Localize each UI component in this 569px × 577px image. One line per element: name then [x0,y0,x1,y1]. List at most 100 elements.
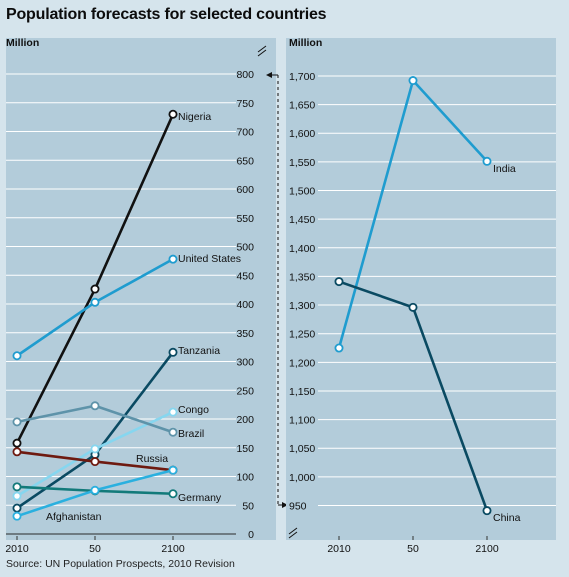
y-axis-label: Million [6,37,39,49]
data-point [168,407,178,417]
data-point [90,457,100,467]
series-russia: Russia [12,447,178,475]
data-point [12,503,22,513]
axis-break-icon [288,527,298,539]
y-tick-label: 600 [236,184,254,196]
y-tick-label: 350 [236,328,254,340]
y-tick-label: 1,650 [289,100,315,112]
y-tick-label: 400 [236,299,254,311]
y-tick-label: 650 [236,155,254,167]
y-tick-label: 1,050 [289,443,315,455]
series-label-germany: Germany [178,492,222,504]
y-tick-label: 500 [236,242,254,254]
y-tick-label: 1,300 [289,300,315,312]
data-point [408,302,418,312]
data-point [168,347,178,357]
data-point [12,491,22,501]
y-tick-label: 1,350 [289,271,315,283]
data-point [168,254,178,264]
series-tanzania: Tanzania [12,345,220,513]
data-point [90,401,100,411]
arrow-left-icon [266,72,272,78]
x-tick-label: 2100 [161,543,185,555]
y-tick-label: 1,500 [289,186,315,198]
data-point [12,417,22,427]
data-point [12,351,22,361]
axis-break-icon [257,45,267,57]
data-point [482,156,492,166]
x-tick-label: 50 [407,543,419,555]
y-axis-label: Million [289,37,322,49]
series-label-russia: Russia [136,453,168,465]
series-label-brazil: Brazil [178,428,204,440]
series-india: India [334,76,516,353]
chart-panel-2: Million 950 1,000 1,050 1,100 1,150 1,200 1,250… [286,37,556,555]
y-tick-label: 1,400 [289,243,315,255]
y-tick-label: 800 [236,69,254,81]
chart-title: Population forecasts for selected countr… [6,6,327,23]
y-tick-label: 1,450 [289,214,315,226]
x-tick-label: 2010 [5,543,29,555]
data-point [334,277,344,287]
data-point [90,444,100,454]
data-point [482,506,492,516]
data-point [12,447,22,457]
chart-panel-1: Million 0 50 100 150 200 250 300 350 400 450 500 550… [5,37,288,555]
data-point [408,76,418,86]
data-point [334,343,344,353]
series-label-china: China [493,512,521,524]
y-tick-label: 0 [248,529,254,541]
y-tick-label: 1,000 [289,472,315,484]
arrow-right-icon [282,502,288,508]
series-label-india: India [493,163,516,175]
data-point [168,109,178,119]
y-tick-label: 700 [236,127,254,139]
y-tick-label: 200 [236,414,254,426]
y-tick-label: 1,100 [289,415,315,427]
y-tick-label: 1,550 [289,157,315,169]
series-label-congo: Congo [178,404,209,416]
series-nigeria: Nigeria [12,109,211,448]
data-point [90,284,100,294]
data-point [168,427,178,437]
series-label-united-states: United States [178,253,241,265]
series-congo: Congo [12,404,209,501]
y-tick-label: 50 [242,500,254,512]
data-point [12,438,22,448]
data-point [90,485,100,495]
y-tick-label: 1,600 [289,128,315,140]
x-tick-label: 50 [89,543,101,555]
data-point [168,489,178,499]
data-point [168,465,178,475]
data-point [90,297,100,307]
y-tick-label: 1,250 [289,329,315,341]
series-label-nigeria: Nigeria [178,111,211,123]
plot-area [286,38,556,540]
source-note: Source: UN Population Prospects, 2010 Re… [6,558,235,570]
y-tick-label: 150 [236,443,254,455]
y-tick-label: 250 [236,385,254,397]
y-tick-label: 750 [236,98,254,110]
data-point [12,511,22,521]
axis-break-mark [257,45,267,53]
axis-break-mark [288,527,298,535]
series-afghanistan: Afghanistan [12,465,178,523]
y-tick-label: 450 [236,270,254,282]
series-china: China [334,277,521,524]
axis-break-mark [257,49,267,57]
y-tick-label: 1,200 [289,357,315,369]
y-tick-label: 1,700 [289,71,315,83]
y-tick-label: 950 [289,501,307,513]
y-tick-label: 300 [236,357,254,369]
y-tick-label: 1,150 [289,386,315,398]
data-point [12,482,22,492]
axis-break-mark [288,531,298,539]
y-tick-label: 550 [236,213,254,225]
y-tick-label: 100 [236,472,254,484]
series-label-afghanistan: Afghanistan [46,511,102,523]
x-tick-label: 2010 [327,543,351,555]
series-united-states: United States [12,253,241,361]
series-label-tanzania: Tanzania [178,345,220,357]
series-brazil: Brazil [12,401,204,440]
